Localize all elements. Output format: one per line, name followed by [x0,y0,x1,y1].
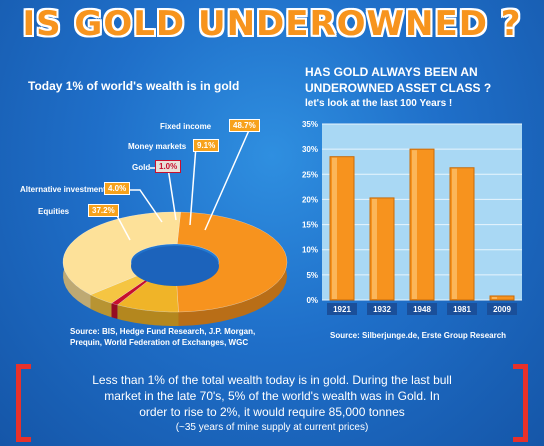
right-bracket [513,364,528,442]
donut-side-1 [117,304,179,326]
bar-2009 [489,295,515,301]
bottom-note: Less than 1% of the total wealth today i… [52,372,492,436]
bottom-line1: Less than 1% of the total wealth today i… [92,373,452,387]
x-label-box [487,303,517,315]
bar-highlight [332,157,337,299]
pie-value-fixed-income: 48.7% [229,119,260,132]
x-label-box [407,303,437,315]
right-subtitle-line3: let's look at the last 100 Years ! [305,98,453,109]
left-source-line2: Prequin, World Federation of Exchanges, … [70,338,249,347]
pie-value-alternative-investment: 4.0% [104,182,131,195]
x-label-box [447,303,477,315]
y-tick-label: 10% [302,246,318,255]
x-label-box [367,303,397,315]
y-tick-label: 0% [306,296,318,305]
x-tick-label: 1981 [453,305,471,314]
bar-highlight [372,198,377,299]
pie-value-gold: 1.0% [155,160,182,173]
left-bracket [16,364,31,442]
bottom-line4: (~35 years of mine supply at current pri… [175,422,369,433]
y-tick-label: 35% [302,120,318,129]
left-chart-source: Source: BIS, Hedge Fund Research, J.P. M… [70,326,255,348]
left-source-line1: Source: BIS, Hedge Fund Research, J.P. M… [70,327,256,336]
donut-slice-4 [62,211,181,296]
bar-highlight [412,150,417,299]
pie-label-gold: Gold [132,163,151,172]
y-tick-label: 25% [302,170,318,179]
leader-line-1 [189,145,197,226]
x-tick-label: 1948 [413,305,431,314]
pie-label-alternative-investment: Alternative investment [20,185,106,194]
x-label-box [327,303,357,315]
bar-highlight [452,168,457,299]
donut-hole [131,246,219,286]
pie-value-money-markets: 9.1% [193,139,220,152]
donut-side-3 [90,294,112,318]
right-chart-subtitle: HAS GOLD ALWAYS BEEN AN UNDEROWNED ASSET… [305,64,491,112]
right-chart-source: Source: Silberjunge.de, Erste Group Rese… [330,331,507,340]
bar-highlight [492,296,497,299]
x-tick-label: 2009 [493,305,511,314]
y-tick-label: 5% [306,271,318,280]
pie-value-equities: 37.2% [88,204,119,217]
pie-label-fixed-income: Fixed income [160,122,212,131]
page-title: IS GOLD UNDEROWNED ? [22,4,522,44]
pie-label-equities: Equities [38,207,70,216]
x-tick-label: 1932 [373,305,391,314]
bottom-line3: order to rise to 2%, it would require 85… [139,405,405,419]
y-tick-label: 15% [302,221,318,230]
left-chart-subtitle: Today 1% of world's wealth is in gold [28,79,240,93]
y-tick-label: 30% [302,145,318,154]
pie-label-money-markets: Money markets [128,142,187,151]
x-tick-label: 1921 [333,305,351,314]
right-subtitle-line1: HAS GOLD ALWAYS BEEN AN [305,65,478,79]
donut-side-2 [111,303,118,319]
y-tick-label: 20% [302,195,318,204]
right-subtitle-line2: UNDEROWNED ASSET CLASS ? [305,81,492,95]
bottom-line2: market in the late 70's, 5% of the world… [104,389,440,403]
